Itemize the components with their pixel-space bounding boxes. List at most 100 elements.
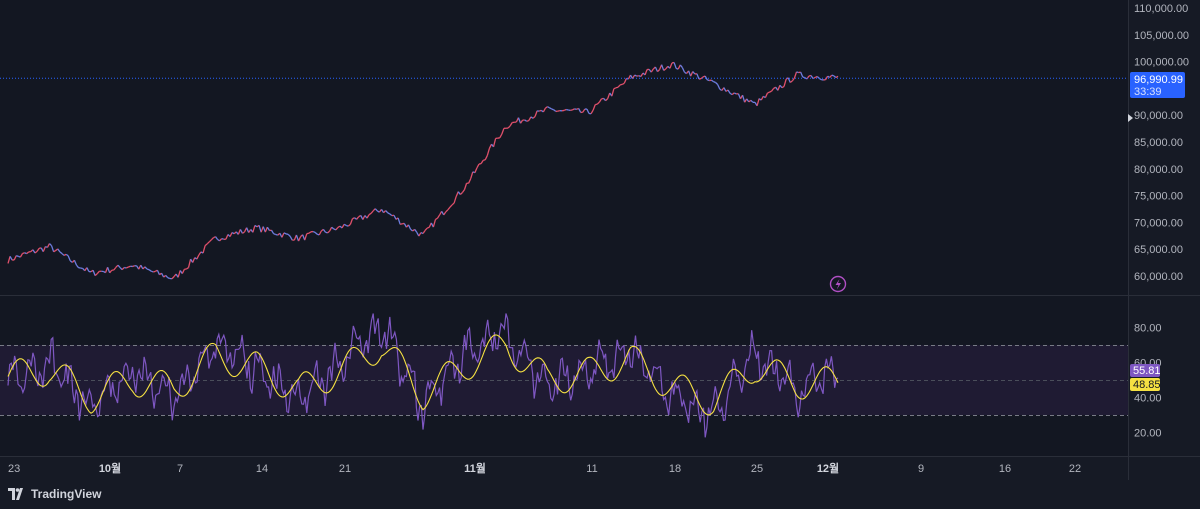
- price-candle: [816, 76, 820, 79]
- price-candle: [617, 84, 621, 88]
- price-candle: [393, 214, 397, 220]
- price-candle: [322, 228, 327, 233]
- price-candle: [426, 226, 430, 229]
- price-candle: [352, 217, 355, 220]
- price-pane[interactable]: [0, 0, 1128, 295]
- price-candle: [528, 116, 532, 121]
- price-candle: [570, 109, 573, 112]
- price-candle: [538, 109, 542, 112]
- price-candle: [86, 267, 90, 272]
- rsi-value: 55.81: [1133, 365, 1161, 377]
- price-candle: [38, 247, 42, 250]
- price-candle: [750, 99, 754, 103]
- price-candle: [295, 234, 300, 242]
- tradingview-brand[interactable]: TradingView: [8, 487, 101, 501]
- price-candle: [246, 227, 250, 233]
- price-tick-label: 110,000.00: [1134, 3, 1188, 15]
- price-candle: [167, 277, 171, 280]
- price-candle: [410, 228, 414, 232]
- price-candle: [318, 230, 322, 236]
- rsi-tick-label: 40.00: [1134, 393, 1162, 405]
- time-label: 10월: [99, 461, 121, 475]
- price-candle: [578, 108, 582, 113]
- price-candle: [484, 155, 488, 161]
- price-candle: [783, 79, 787, 87]
- chart-area[interactable]: 110,000.00 105,000.00 100,000.00 90,000.00 8…: [0, 0, 1200, 480]
- price-candle: [601, 97, 604, 100]
- time-axis[interactable]: 23 10월 7 14 21 11월 11 18 25 12월 9 16 22: [8, 461, 1081, 475]
- price-candle: [125, 266, 129, 269]
- price-candle: [756, 98, 760, 106]
- price-candle: [150, 270, 154, 273]
- price-candle: [582, 108, 586, 113]
- price-candle: [314, 231, 318, 235]
- price-candle: [619, 83, 623, 86]
- price-axis[interactable]: 110,000.00 105,000.00 100,000.00 90,000.00 8…: [1134, 3, 1189, 283]
- price-candle: [707, 79, 710, 82]
- price-candle: [748, 99, 752, 103]
- price-candle: [532, 116, 536, 119]
- price-candle: [679, 64, 683, 68]
- price-candle: [791, 77, 795, 82]
- price-candle: [644, 69, 648, 76]
- price-candle: [545, 106, 548, 109]
- price-candle: [422, 230, 426, 234]
- price-candle: [196, 254, 200, 260]
- price-candle: [605, 98, 609, 102]
- price-candle: [165, 274, 169, 279]
- price-candle: [252, 225, 256, 233]
- price-candle: [258, 225, 262, 233]
- price-candle: [717, 84, 721, 90]
- price-candle: [22, 252, 25, 255]
- price-candle: [273, 233, 276, 236]
- price-candle: [57, 248, 61, 253]
- price-candle: [329, 226, 333, 232]
- price-series: [7, 61, 839, 280]
- price-candle: [26, 251, 30, 255]
- price-candle: [146, 268, 150, 271]
- price-candle: [615, 86, 619, 89]
- price-candle: [213, 236, 216, 239]
- price-candle: [432, 219, 437, 228]
- price-candle: [67, 255, 71, 262]
- price-candle: [171, 276, 175, 280]
- price-candle: [526, 119, 530, 122]
- price-candle: [482, 159, 486, 162]
- price-candle: [713, 81, 716, 84]
- price-candle: [181, 268, 185, 274]
- price-candle: [333, 228, 337, 231]
- price-candle: [370, 210, 374, 214]
- time-label: 21: [339, 463, 351, 475]
- price-candle: [418, 232, 422, 237]
- price-candle: [793, 71, 798, 79]
- price-candle: [530, 116, 534, 119]
- arrow-right-icon[interactable]: [1128, 114, 1133, 122]
- price-candle: [140, 264, 144, 270]
- price-candle: [669, 62, 673, 69]
- price-candle: [128, 265, 131, 268]
- price-candle: [829, 74, 833, 78]
- price-candle: [501, 128, 505, 135]
- price-candle: [463, 183, 468, 190]
- price-candle: [65, 253, 69, 257]
- price-candle: [810, 75, 814, 79]
- price-candle: [281, 232, 285, 238]
- price-candle: [607, 92, 611, 99]
- price-candle: [16, 255, 19, 257]
- price-candle: [509, 122, 513, 127]
- lightning-icon[interactable]: [829, 275, 847, 293]
- price-candle: [75, 264, 80, 269]
- price-candle: [92, 270, 96, 276]
- price-candle: [96, 270, 100, 275]
- price-candle: [696, 73, 700, 80]
- price-candle: [73, 259, 78, 266]
- price-candle: [598, 98, 602, 103]
- rsi-ma-value-badge: 48.85: [1130, 378, 1161, 391]
- rsi-value-badge-bg: [1130, 364, 1160, 377]
- price-candle: [771, 87, 775, 92]
- price-candle: [49, 243, 53, 247]
- price-candle: [63, 253, 67, 256]
- price-candle: [335, 227, 339, 231]
- price-candle: [650, 68, 654, 73]
- price-candle: [833, 75, 837, 79]
